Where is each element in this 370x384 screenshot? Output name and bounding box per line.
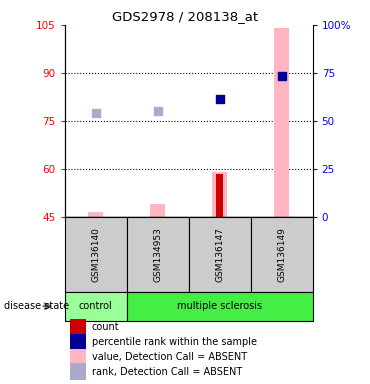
Text: control: control [79,301,112,311]
Text: value, Detection Call = ABSENT: value, Detection Call = ABSENT [92,352,247,362]
Bar [88,212,104,217]
Text: disease state: disease state [4,301,69,311]
Bar [216,174,223,217]
Bar [150,204,165,217]
Bar [251,217,313,292]
Text: GSM136149: GSM136149 [277,227,286,282]
Bar [189,217,251,292]
Text: multiple sclerosis: multiple sclerosis [177,301,262,311]
Text: GSM136140: GSM136140 [91,227,100,282]
Text: GSM134953: GSM134953 [153,227,162,282]
Bar [127,292,313,321]
Bar [274,28,289,217]
Bar [70,349,86,365]
Text: GSM136147: GSM136147 [215,227,224,282]
Bar [70,364,86,380]
Text: count: count [92,322,120,332]
Bar [70,319,86,336]
Bar [65,217,127,292]
Bar [70,334,86,350]
Text: rank, Detection Call = ABSENT: rank, Detection Call = ABSENT [92,367,242,377]
Point [155,108,161,114]
Point [279,73,285,79]
Point [93,110,99,116]
Point [217,96,223,102]
Bar [127,217,189,292]
Text: percentile rank within the sample: percentile rank within the sample [92,337,257,347]
Text: GDS2978 / 208138_at: GDS2978 / 208138_at [112,10,258,23]
Bar [212,172,228,217]
Bar [65,292,127,321]
